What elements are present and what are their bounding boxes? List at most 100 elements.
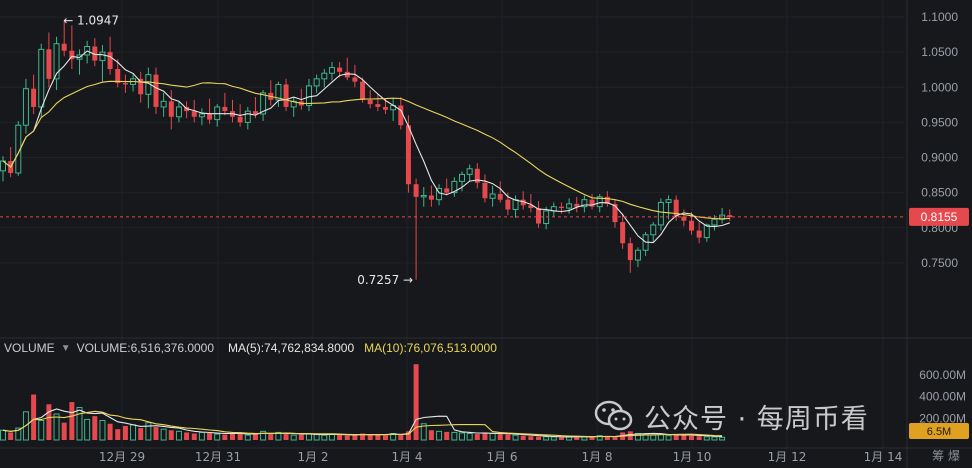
volume-bar [459, 432, 465, 441]
volume-bar [689, 435, 694, 440]
volume-bar [237, 432, 243, 440]
price-tick-label: 0.7500 [921, 256, 958, 270]
candle-body [22, 88, 29, 126]
volume-tick-label: 400.00M [919, 390, 966, 404]
candle-body [466, 168, 473, 175]
candle-body [283, 84, 289, 107]
volume-bar [214, 433, 221, 441]
volume-bar [298, 434, 304, 440]
candle-body [451, 180, 458, 194]
time-tick-label: 12月 29 [99, 450, 145, 464]
ma-long-line [2, 80, 730, 220]
candle-body [207, 113, 213, 120]
time-tick-label: 1月 8 [581, 450, 612, 464]
volume-bar [390, 433, 397, 441]
volume-bar [558, 437, 564, 440]
candle-body [558, 206, 564, 209]
candle-body [482, 182, 488, 199]
volume-bar [252, 434, 258, 440]
volume-bar [574, 436, 580, 440]
volume-bar [489, 433, 496, 441]
volume-bars [0, 364, 726, 441]
candle-body [328, 67, 335, 74]
candle-body [92, 46, 98, 61]
candle-body [306, 85, 312, 107]
price-tick-label: 1.0500 [921, 45, 958, 59]
volume-title[interactable]: VOLUME [4, 341, 55, 355]
candle-body [428, 195, 434, 200]
candle-body [405, 125, 411, 185]
candle-body [191, 111, 197, 117]
high-annotation: ← 1.0947 [63, 14, 119, 28]
candle-body [711, 218, 718, 226]
time-tick-label: 1月 10 [673, 450, 712, 464]
current-volume-label: 6.5M [927, 426, 951, 438]
candle-body [673, 199, 679, 217]
volume-bar [8, 432, 14, 440]
candle-body [360, 81, 366, 100]
candle-body [536, 208, 541, 224]
annotations: 0.8155 ← 1.0947 0.7257 → 6.5M [0, 14, 969, 439]
candle-body [375, 104, 381, 107]
volume-bar [536, 436, 541, 440]
volume-bar [107, 423, 113, 440]
volume-bar [138, 428, 144, 440]
volume-bar [115, 429, 121, 440]
candle-body [689, 220, 694, 231]
volume-bar [528, 436, 534, 440]
candle-body [497, 194, 503, 200]
candle-body [175, 106, 182, 118]
volume-bar [375, 435, 381, 440]
candle-body [122, 83, 128, 85]
volume-bar [207, 432, 213, 440]
candle-body [634, 249, 641, 261]
candle-body [352, 77, 358, 82]
volume-bar [198, 431, 205, 441]
candle-body [612, 203, 618, 223]
candle-body [107, 52, 113, 70]
volume-bar [99, 420, 106, 441]
time-tick-label: 1月 4 [391, 450, 422, 464]
volume-bar [92, 416, 98, 440]
candle-body [46, 49, 52, 79]
volume-bar [31, 394, 37, 440]
time-tick-label: 1月 2 [297, 450, 328, 464]
price-tick-label: 1.1000 [921, 10, 958, 24]
volume-bar [321, 434, 328, 441]
candle-body [566, 203, 573, 209]
price-tick-label: 0.8500 [921, 186, 958, 200]
candle-body [604, 196, 610, 204]
volume-bar [160, 428, 167, 441]
volume-ma-long-line [2, 410, 723, 438]
volume-bar [76, 407, 83, 441]
volume-bar [191, 433, 197, 440]
current-price-label: 0.8155 [921, 210, 958, 224]
candle-body [367, 99, 373, 105]
volume-bar [543, 436, 550, 441]
candle-body [222, 106, 228, 112]
volume-bar [230, 433, 235, 440]
volume-bar [38, 420, 45, 441]
volume-bar [153, 427, 159, 440]
candle-body [275, 83, 282, 101]
candle-body [627, 243, 633, 261]
volume-bar [69, 402, 75, 440]
candle-body [581, 199, 588, 208]
candle-body [53, 43, 60, 80]
price-tick-label: 0.9000 [921, 151, 958, 165]
candle-body [413, 184, 419, 197]
volume-bar [383, 434, 388, 440]
chevron-down-icon[interactable]: ▼ [60, 342, 71, 354]
moving-average-lines [2, 50, 730, 244]
candle-body [665, 199, 672, 203]
candle-body [237, 116, 243, 123]
volume-bar [451, 431, 458, 441]
corner-label: 筹 爆 [932, 449, 960, 463]
volume-bar [711, 436, 718, 441]
volume-ma5: MA(5):74,762,834.8000 [228, 341, 355, 355]
volume-bar [612, 436, 618, 440]
candle-body [321, 72, 328, 80]
time-tick-label: 12月 31 [195, 450, 241, 464]
volume-bar [596, 435, 603, 441]
